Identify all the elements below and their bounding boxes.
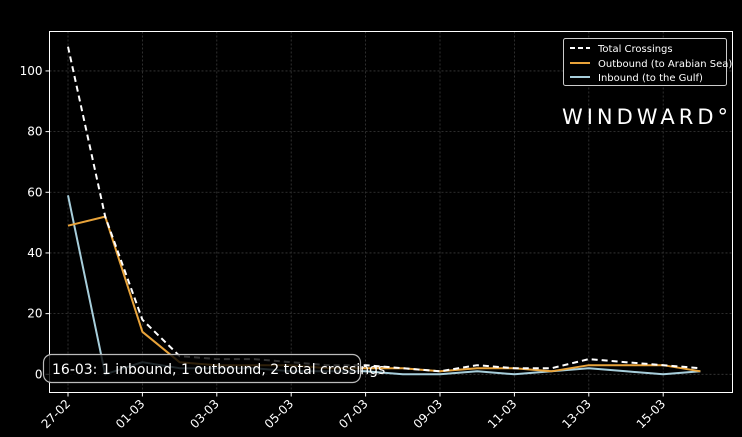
y-tick-label: 20 — [27, 307, 42, 321]
grid-lines — [49, 31, 733, 393]
series-line-outbound — [67, 215, 701, 373]
y-tick-label: 100 — [20, 64, 43, 78]
x-tick-label: 09-03 — [411, 397, 446, 432]
y-tick-label: 80 — [27, 125, 42, 139]
annotation-frame — [42, 353, 362, 384]
chart-title: Hormuz Crossings 16-03 — [293, 1, 489, 20]
x-tick-label: 15-03 — [634, 397, 669, 432]
x-tick-label: 27-02 — [39, 397, 74, 432]
y-tick-label: 40 — [27, 246, 42, 260]
series-line-total — [67, 46, 701, 373]
x-tick-label: 11-03 — [485, 397, 520, 432]
legend-label-outbound: Outbound (to Arabian Sea) — [598, 59, 732, 70]
annotation-box: 16-03: 1 inbound, 1 outbound, 2 total cr… — [42, 353, 385, 384]
plot-area — [49, 31, 733, 393]
x-tick-label: 13-03 — [559, 397, 594, 432]
x-tick-label: 03-03 — [187, 397, 222, 432]
x-tick-label: 07-03 — [336, 397, 371, 432]
series-lines — [67, 46, 701, 376]
y-tick-label: 60 — [27, 185, 42, 199]
legend-label-inbound: Inbound (to the Gulf) — [598, 73, 703, 84]
windward-logo: WINDWARD° — [562, 105, 732, 129]
x-tick-label: 01-03 — [113, 397, 148, 432]
legend-box — [563, 38, 727, 86]
x-axis: 27-02 01-03 03-03 05-03 07-03 09-03 11-03 13-03… — [39, 392, 669, 432]
annotation-text: 16-03: 1 inbound, 1 outbound, 2 total cr… — [52, 362, 385, 378]
legend: Total Crossings Outbound (to Arabian Sea… — [563, 38, 732, 86]
x-tick-label: 05-03 — [262, 397, 297, 432]
y-axis: 0 20 40 60 80 100 — [20, 64, 50, 381]
y-tick-label: 0 — [35, 367, 43, 381]
legend-label-total: Total Crossings — [597, 44, 673, 55]
